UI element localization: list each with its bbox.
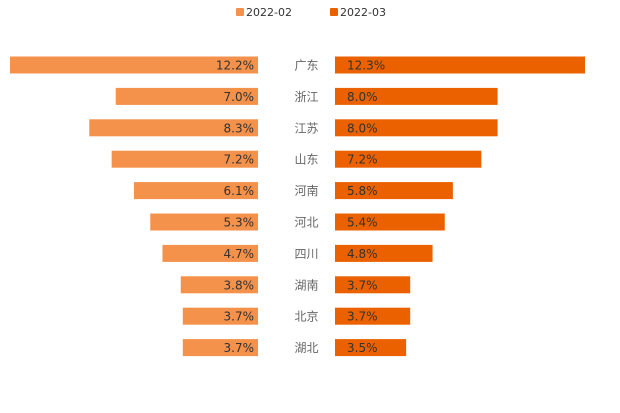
bar-left-河北 bbox=[150, 213, 258, 231]
bar-right-山东 bbox=[335, 150, 482, 168]
bar-right-浙江 bbox=[335, 87, 498, 105]
bar-right-湖南 bbox=[335, 276, 411, 294]
value-label-left-山东: 7.2% bbox=[224, 153, 255, 167]
bar-right-四川 bbox=[335, 244, 433, 262]
bar-left-河南 bbox=[134, 182, 258, 200]
category-label-山东: 山东 bbox=[294, 153, 318, 167]
bar-left-湖北 bbox=[182, 339, 258, 357]
value-label-right-广东: 12.3% bbox=[347, 59, 385, 73]
value-label-right-湖北: 3.5% bbox=[347, 341, 378, 355]
bar-right-湖北 bbox=[335, 339, 407, 357]
legend-label-2022-03: 2022-03 bbox=[340, 6, 386, 19]
bar-left-江苏 bbox=[89, 119, 258, 137]
value-label-left-四川: 4.7% bbox=[224, 247, 255, 261]
value-label-left-江苏: 8.3% bbox=[224, 121, 255, 135]
value-label-left-北京: 3.7% bbox=[224, 310, 255, 324]
legend-swatch-2022-02 bbox=[236, 8, 244, 16]
bar-right-江苏 bbox=[335, 119, 498, 137]
category-label-四川: 四川 bbox=[294, 247, 318, 261]
value-label-right-江苏: 8.0% bbox=[347, 121, 378, 135]
bar-left-湖南 bbox=[180, 276, 258, 294]
value-label-left-浙江: 7.0% bbox=[224, 90, 255, 104]
category-label-河南: 河南 bbox=[294, 183, 318, 198]
legend: 2022-02 2022-03 bbox=[236, 6, 386, 19]
bar-right-北京 bbox=[335, 307, 411, 325]
value-label-right-山东: 7.2% bbox=[347, 153, 378, 167]
value-label-left-湖北: 3.7% bbox=[224, 341, 255, 355]
value-label-left-河南: 6.1% bbox=[224, 184, 255, 198]
category-label-广东: 广东 bbox=[294, 59, 318, 73]
category-label-浙江: 浙江 bbox=[294, 90, 318, 104]
legend-label-2022-02: 2022-02 bbox=[246, 6, 292, 19]
bar-left-四川 bbox=[162, 244, 258, 262]
value-label-left-河北: 5.3% bbox=[224, 216, 255, 230]
bar-left-山东 bbox=[111, 150, 258, 168]
category-label-湖北: 湖北 bbox=[294, 340, 318, 355]
bar-right-河北 bbox=[335, 213, 445, 231]
category-label-北京: 北京 bbox=[294, 310, 318, 324]
value-label-right-河南: 5.8% bbox=[347, 184, 378, 198]
value-label-left-广东: 12.2% bbox=[216, 59, 254, 73]
category-label-江苏: 江苏 bbox=[294, 121, 318, 135]
value-label-right-四川: 4.8% bbox=[347, 247, 378, 261]
value-label-right-浙江: 8.0% bbox=[347, 90, 378, 104]
legend-swatch-2022-03 bbox=[330, 8, 338, 16]
bar-left-浙江 bbox=[115, 87, 259, 105]
value-label-right-河北: 5.4% bbox=[347, 216, 378, 230]
bar-left-广东 bbox=[10, 56, 259, 74]
bar-right-广东 bbox=[335, 56, 585, 74]
value-label-left-湖南: 3.8% bbox=[224, 278, 255, 292]
bar-rows: 12.2% 广东 12.3% 7.0% 浙江 8.0% 8.3% 江苏 8.0% 7.2% 山东 7.… bbox=[10, 56, 585, 357]
bar-right-河南 bbox=[335, 182, 453, 200]
bar-left-北京 bbox=[182, 307, 258, 325]
category-label-河北: 河北 bbox=[294, 216, 318, 230]
value-label-right-北京: 3.7% bbox=[347, 310, 378, 324]
value-label-right-湖南: 3.7% bbox=[347, 278, 378, 292]
category-label-湖南: 湖南 bbox=[294, 277, 318, 292]
